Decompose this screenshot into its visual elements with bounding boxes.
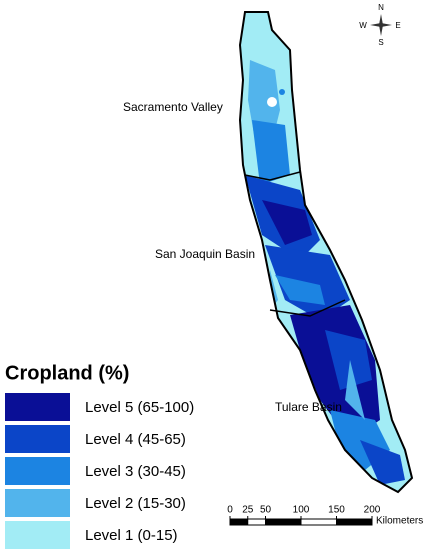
legend-swatch <box>5 457 70 485</box>
legend-swatch <box>5 489 70 517</box>
scale-label: 200 <box>364 505 381 516</box>
legend: Level 5 (65-100) Level 4 (45-65) Level 3 (… <box>5 393 194 549</box>
compass-n: N <box>378 3 384 12</box>
basin-boundary <box>244 171 301 181</box>
legend-label: Level 3 (30-45) <box>85 463 186 480</box>
scale-segment <box>265 518 302 526</box>
legend-label: Level 2 (15-30) <box>85 495 186 512</box>
scale-label: 0 <box>227 505 233 516</box>
valley-outline <box>238 11 414 494</box>
region-label: Sacramento Valley <box>123 100 223 114</box>
scale-label: 100 <box>293 505 310 516</box>
scale-segment <box>229 518 249 526</box>
region-label: Tulare Basin <box>275 400 342 414</box>
compass-w: W <box>359 21 367 30</box>
scale-label: 150 <box>328 505 345 516</box>
scale-label: 25 <box>242 505 254 516</box>
basin-boundary <box>269 299 346 317</box>
scale-segment <box>336 518 373 526</box>
scale-bar: 0 25 50 100 150 200 <box>227 505 381 526</box>
region-label: San Joaquin Basin <box>155 247 255 261</box>
legend-swatch <box>5 425 70 453</box>
legend-label: Level 4 (45-65) <box>85 431 186 448</box>
scale-segment <box>247 518 266 526</box>
compass-s: S <box>378 38 383 47</box>
compass-e: E <box>395 21 400 30</box>
legend-swatch <box>5 393 70 421</box>
scale-segment <box>300 518 337 526</box>
legend-label: Level 1 (0-15) <box>85 527 178 544</box>
legend-swatch <box>5 521 70 549</box>
compass: N S E W <box>359 3 400 47</box>
legend-label: Level 5 (65-100) <box>85 399 194 416</box>
scale-unit: Kilometers <box>376 516 423 527</box>
scale-label: 50 <box>260 505 272 516</box>
legend-title: Cropland (%) <box>5 362 129 384</box>
